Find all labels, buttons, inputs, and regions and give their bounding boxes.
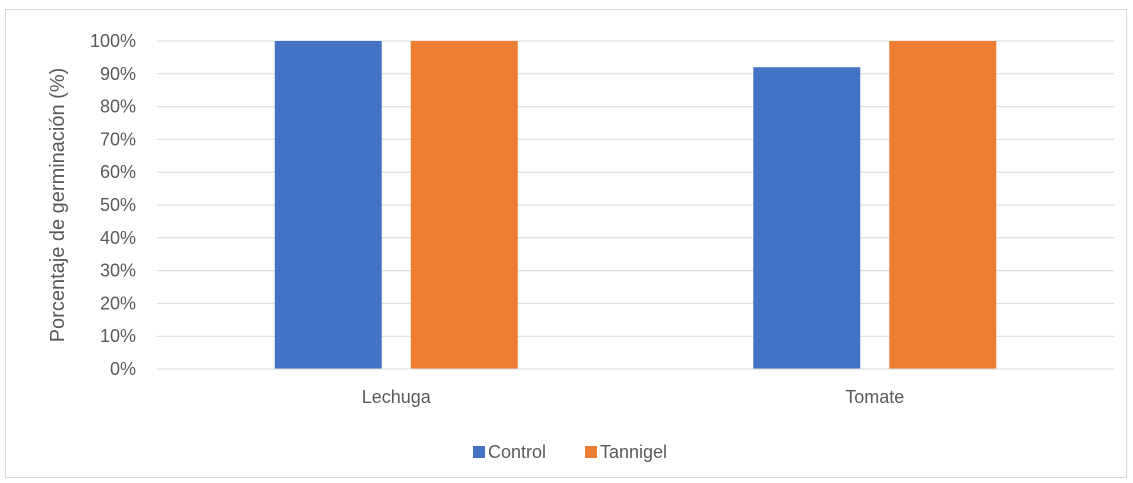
legend: Control Tannigel bbox=[473, 442, 667, 462]
x-tick-label: Tomate bbox=[845, 387, 904, 407]
bars bbox=[274, 41, 997, 370]
y-tick-label: 70% bbox=[100, 129, 136, 149]
y-tick-label: 10% bbox=[100, 326, 136, 346]
legend-label-tannigel: Tannigel bbox=[600, 442, 667, 462]
bar-tannigel-tomate bbox=[889, 41, 997, 369]
bar-control-lechuga bbox=[274, 41, 382, 369]
bar-control-tomate bbox=[753, 67, 861, 370]
legend-label-control: Control bbox=[488, 442, 546, 462]
y-tick-label: 90% bbox=[100, 64, 136, 84]
y-tick-label: 30% bbox=[100, 261, 136, 281]
y-axis-title: Porcentaje de germinación (%) bbox=[47, 68, 69, 343]
y-tick-label: 80% bbox=[100, 97, 136, 117]
y-tick-label: 20% bbox=[100, 293, 136, 313]
y-tick-label: 0% bbox=[110, 359, 136, 379]
y-tick-labels: 0% 10% 20% 30% 40% 50% 60% 70% 80% 90% 100% bbox=[90, 31, 136, 379]
legend-swatch-tannigel bbox=[585, 446, 597, 458]
y-tick-label: 60% bbox=[100, 162, 136, 182]
x-tick-label: Lechuga bbox=[362, 387, 432, 407]
x-tick-labels: Lechuga Tomate bbox=[362, 387, 905, 407]
y-tick-label: 40% bbox=[100, 228, 136, 248]
y-tick-label: 50% bbox=[100, 195, 136, 215]
legend-swatch-control bbox=[473, 446, 485, 458]
bar-tannigel-lechuga bbox=[410, 41, 518, 369]
y-tick-label: 100% bbox=[90, 31, 136, 51]
